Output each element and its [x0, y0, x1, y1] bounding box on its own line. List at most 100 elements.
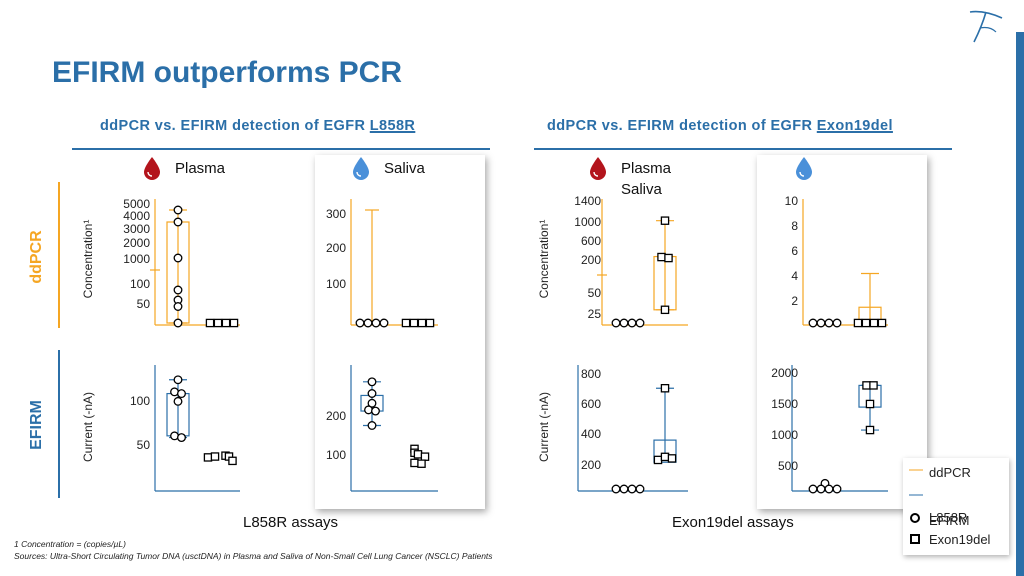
exon19-saliva-efirm-tick-label: 2000: [771, 366, 798, 380]
l858r-plasma-efirm-point: [173, 396, 183, 406]
left-saliva-label: Saliva: [384, 160, 425, 177]
l858r-saliva-ddpcr-point: [401, 318, 411, 328]
l858r-plasma-ddpcr-tick-label: 100: [130, 277, 150, 291]
exon19-plasma-ddpcr-tick-label: 200: [581, 253, 601, 267]
l858r-plasma-ddpcr-point: [173, 318, 183, 328]
l858r-saliva-ddpcr-point: [417, 318, 427, 328]
l858r-saliva-efirm-tick-label: 100: [326, 448, 346, 462]
l858r-saliva-ddpcr-tick-label: 200: [326, 241, 346, 255]
exon19-plasma-efirm-tick-label: 200: [581, 458, 601, 472]
l858r-plasma-ddpcr-point: [173, 253, 183, 263]
exon19-saliva-ddpcr-tick-label: 4: [791, 269, 798, 283]
left-heading-text: ddPCR vs. EFIRM detection of EGFR: [100, 118, 370, 134]
exon19-saliva-ddpcr-point: [824, 318, 834, 328]
l858r-saliva-efirm-point: [371, 406, 380, 416]
l858r-plasma-ddpcr-point: [173, 302, 183, 311]
exon19-plasma-efirm-box: [653, 439, 677, 463]
l858r-plasma-ddpcr-tick-label: 1000: [123, 252, 150, 266]
exon19-saliva-efirm-point: [832, 484, 842, 494]
exon19-saliva-ddpcr-tick-label: 2: [791, 294, 798, 308]
exon19-saliva-ddpcr-point: [816, 318, 826, 328]
right-panel-heading: ddPCR vs. EFIRM detection of EGFR Exon19…: [547, 118, 893, 134]
exon19-saliva-efirm-point: [869, 381, 878, 390]
right-plasma-label: Plasma Saliva: [621, 158, 671, 200]
legend-ddpcr-swatch: [909, 469, 923, 471]
decorative-side-bar: [1016, 32, 1024, 576]
exon19-plasma-ddpcr-tick-label: 1400: [574, 194, 601, 208]
exon19-plasma-efirm-point: [653, 455, 663, 465]
l858r-saliva-efirm-point: [364, 405, 373, 415]
legend-ddpcr-label: ddPCR: [929, 465, 971, 480]
exon19-plasma-ddpcr-tick-label: 50: [588, 286, 602, 300]
legend-efirm-label: EFIRM: [929, 513, 970, 528]
l858r-saliva-efirm-point: [367, 377, 377, 387]
right-assay-label: Exon19del assays: [672, 514, 794, 531]
l858r-plasma-efirm-point: [177, 389, 186, 399]
exon19-saliva-ddpcr-tick-label: 10: [785, 194, 799, 208]
l858r-plasma-ddpcr-point: [229, 318, 239, 328]
water-drop-icon: [796, 157, 812, 180]
l858r-plasma-ddpcr-point: [173, 217, 183, 227]
exon19-plasma-efirm-tick-label: 600: [581, 397, 601, 411]
l858r-saliva-ddpcr-tick-label: 300: [326, 207, 346, 221]
exon19-plasma-ddpcr-point: [635, 318, 645, 328]
l858r-plasma-ddpcr-tick-label: 5000: [123, 197, 150, 211]
exon19-saliva-ddpcr-point: [869, 318, 879, 328]
exon19-saliva-efirm-point: [862, 381, 871, 390]
l858r-saliva-efirm-point: [367, 421, 377, 430]
right-saliva-text: Saliva: [621, 181, 662, 198]
exon19-plasma-efirm-point: [635, 484, 645, 494]
exon19-plasma-ddpcr-point: [627, 318, 637, 328]
footnote-concentration: 1 Concentration = (copies/µL): [14, 539, 126, 549]
exon19-saliva-efirm-point: [865, 425, 875, 435]
exon19-plasma-ddpcr-tick-label: 1000: [574, 215, 601, 229]
l858r-plasma-ddpcr-tick-label: 3000: [123, 222, 150, 236]
water-drop-icon: [353, 157, 369, 180]
efirm-row-bar: [58, 350, 60, 498]
exon19-saliva-ddpcr-point: [877, 318, 887, 328]
right-heading-text: ddPCR vs. EFIRM detection of EGFR: [547, 118, 817, 134]
exon19-plasma-ddpcr-point: [660, 305, 670, 315]
exon19-plasma-ddpcr-point: [664, 253, 673, 263]
legend: ddPCR L858R EFIRM Exon19del: [903, 458, 1009, 555]
legend-efirm-swatch: [909, 494, 923, 496]
left-assay-label: L858R assays: [243, 514, 339, 531]
exon19-saliva-efirm-tick-label: 500: [778, 459, 798, 473]
left-plasma-label: Plasma: [175, 160, 226, 177]
right-heading-rule: [534, 148, 952, 150]
legend-l858r-label: L858R: [929, 510, 968, 525]
l858r-saliva-ddpcr-point: [355, 318, 365, 328]
exon19-saliva-ddpcr-point: [808, 318, 818, 328]
exon19-plasma-efirm-point: [660, 452, 670, 462]
exon19-plasma-efirm-tick-label: 800: [581, 367, 601, 381]
exon19-plasma-efirm-point: [619, 484, 629, 494]
exon19-saliva-efirm-point: [824, 484, 834, 494]
exon19-saliva-efirm-point: [816, 484, 826, 494]
l858r-saliva-efirm-point: [413, 450, 423, 459]
blood-drop-icon: [144, 157, 160, 180]
right-saliva-card: [757, 155, 927, 509]
l858r-saliva-efirm-point: [420, 452, 430, 461]
l858r-plasma-ddpcr-tick-label: 4000: [123, 209, 150, 223]
left-heading-rule: [72, 148, 490, 150]
l858r-saliva-ddpcr-point: [379, 318, 389, 328]
left-heading-mutation: L858R: [369, 118, 416, 134]
l858r-saliva-efirm-point: [367, 389, 377, 398]
footnote-sources: Sources: Ultra-Short Circulating Tumor D…: [14, 551, 493, 561]
l858r-saliva-efirm-tick-label: 200: [326, 409, 346, 423]
left-panel-heading: ddPCR vs. EFIRM detection of EGFR L858R: [100, 118, 415, 134]
legend-square-marker: [910, 534, 920, 544]
exon19-saliva-efirm-tick-label: 1500: [771, 397, 798, 411]
l858r-plasma-ddpcr-point: [173, 285, 183, 295]
exon19-plasma-ddpcr-tick-label: 600: [581, 234, 601, 248]
legend-exon19del-label: Exon19del: [929, 532, 991, 547]
exon19-plasma-ddpcr-point: [619, 318, 629, 328]
l858r-plasma-ddpcr-point: [173, 205, 183, 215]
l858r-plasma-efirm-tick-label: 50: [137, 438, 151, 452]
exon19-plasma-efirm-tick-label: 400: [581, 427, 601, 441]
l858r-plasma-efirm-point: [228, 456, 237, 466]
exon19-saliva-ddpcr-tick-label: 8: [791, 219, 798, 233]
l858r-plasma-efirm-point: [173, 375, 183, 385]
l858r-plasma-ddpcr-point: [205, 318, 215, 328]
